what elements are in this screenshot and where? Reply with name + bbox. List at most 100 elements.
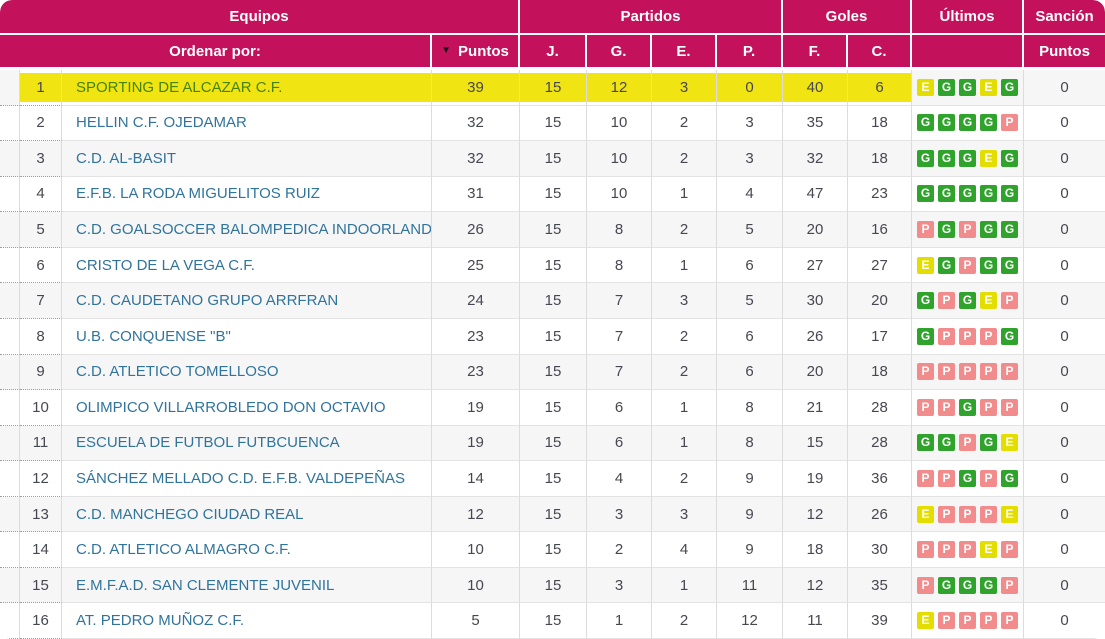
result-badge-E: E (917, 78, 934, 96)
result-badge-E: E (980, 149, 997, 167)
team-name-link[interactable]: CRISTO DE LA VEGA C.F. (62, 247, 432, 284)
result-badge-G: G (980, 114, 997, 132)
result-badge-P: P (980, 327, 997, 345)
losses-cell: 5 (717, 283, 783, 319)
result-badge-P: P (959, 434, 976, 452)
draws-cell: 1 (652, 247, 717, 284)
result-badge-G: G (959, 576, 976, 594)
header-favor[interactable]: F. (783, 35, 848, 70)
team-name-link[interactable]: ESCUELA DE FUTBOL FUTBCUENCA (62, 425, 432, 462)
goals-for-cell: 47 (783, 176, 848, 213)
losses-cell: 12 (717, 603, 783, 639)
row-gutter (0, 390, 20, 426)
points-cell: 19 (432, 390, 520, 426)
result-badge-P: P (938, 363, 955, 381)
position-cell: 7 (20, 283, 62, 319)
team-name-link[interactable]: OLIMPICO VILLARROBLEDO DON OCTAVIO (62, 390, 432, 426)
sort-puntos-button[interactable]: ▼ Puntos (432, 35, 520, 70)
goals-against-cell: 28 (848, 425, 912, 462)
team-name-link[interactable]: E.F.B. LA RODA MIGUELITOS RUIZ (62, 176, 432, 213)
losses-cell: 6 (717, 247, 783, 284)
goals-for-cell: 32 (783, 141, 848, 177)
team-name-link[interactable]: C.D. MANCHEGO CIUDAD REAL (62, 496, 432, 533)
result-badge-P: P (938, 505, 955, 523)
result-badge-P: P (959, 541, 976, 559)
team-name-link[interactable]: U.B. CONQUENSE "B" (62, 318, 432, 355)
goals-for-cell: 11 (783, 603, 848, 639)
position-cell: 8 (20, 318, 62, 355)
sanction-points-cell: 0 (1024, 603, 1105, 639)
result-badge-E: E (1001, 434, 1018, 452)
row-gutter (0, 532, 20, 568)
draws-cell: 3 (652, 496, 717, 533)
points-cell: 14 (432, 461, 520, 497)
team-name-link[interactable]: SÁNCHEZ MELLADO C.D. E.F.B. VALDEPEÑAS (62, 461, 432, 497)
table-row: 1 SPORTING DE ALCAZAR C.F. 39 15 12 3 0 … (0, 70, 1105, 106)
row-gutter (0, 283, 20, 319)
draws-cell: 2 (652, 603, 717, 639)
wins-cell: 1 (587, 603, 652, 639)
losses-cell: 9 (717, 461, 783, 497)
losses-cell: 3 (717, 141, 783, 177)
team-name-link[interactable]: C.D. ATLETICO ALMAGRO C.F. (62, 532, 432, 568)
played-cell: 15 (520, 496, 587, 533)
result-badge-G: G (959, 114, 976, 132)
points-cell: 24 (432, 283, 520, 319)
played-cell: 15 (520, 141, 587, 177)
result-badge-P: P (959, 505, 976, 523)
result-badge-G: G (1001, 469, 1018, 487)
header-jugados[interactable]: J. (520, 35, 587, 70)
points-cell: 39 (432, 70, 520, 106)
draws-cell: 1 (652, 390, 717, 426)
header-contra[interactable]: C. (848, 35, 912, 70)
result-badge-P: P (980, 612, 997, 630)
losses-cell: 9 (717, 496, 783, 533)
team-name-link[interactable]: C.D. ATLETICO TOMELLOSO (62, 354, 432, 391)
team-name-link[interactable]: AT. PEDRO MUÑOZ C.F. (62, 603, 432, 639)
goals-for-cell: 19 (783, 461, 848, 497)
position-cell: 11 (20, 425, 62, 462)
header-ganados[interactable]: G. (587, 35, 652, 70)
losses-cell: 3 (717, 105, 783, 142)
draws-cell: 2 (652, 318, 717, 355)
table-header-groups: Equipos Partidos Goles Últimos Sanción (0, 0, 1105, 35)
result-badge-P: P (1001, 114, 1018, 132)
points-cell: 23 (432, 318, 520, 355)
result-badge-G: G (959, 78, 976, 96)
team-name-link[interactable]: E.M.F.A.D. SAN CLEMENTE JUVENIL (62, 567, 432, 604)
position-cell: 14 (20, 532, 62, 568)
team-name-link[interactable]: C.D. CAUDETANO GRUPO ARRFRAN (62, 283, 432, 319)
played-cell: 15 (520, 283, 587, 319)
result-badge-P: P (917, 363, 934, 381)
team-name-link[interactable]: SPORTING DE ALCAZAR C.F. (62, 70, 432, 106)
goals-against-cell: 18 (848, 105, 912, 142)
result-badge-G: G (980, 221, 997, 239)
result-badge-G: G (1001, 256, 1018, 274)
header-sancion: Sanción (1024, 0, 1105, 35)
header-perdidos[interactable]: P. (717, 35, 783, 70)
row-gutter (0, 176, 20, 213)
team-name-link[interactable]: C.D. GOALSOCCER BALOMPEDICA INDOORLAND (62, 212, 432, 248)
goals-against-cell: 18 (848, 354, 912, 391)
sanction-points-cell: 0 (1024, 425, 1105, 462)
team-name-link[interactable]: C.D. AL-BASIT (62, 141, 432, 177)
points-cell: 25 (432, 247, 520, 284)
result-badge-G: G (938, 221, 955, 239)
goals-against-cell: 28 (848, 390, 912, 426)
header-empatados[interactable]: E. (652, 35, 717, 70)
goals-for-cell: 20 (783, 354, 848, 391)
header-sancion-puntos[interactable]: Puntos (1024, 35, 1105, 70)
team-name-link[interactable]: HELLIN C.F. OJEDAMAR (62, 105, 432, 142)
played-cell: 15 (520, 318, 587, 355)
goals-against-cell: 35 (848, 567, 912, 604)
